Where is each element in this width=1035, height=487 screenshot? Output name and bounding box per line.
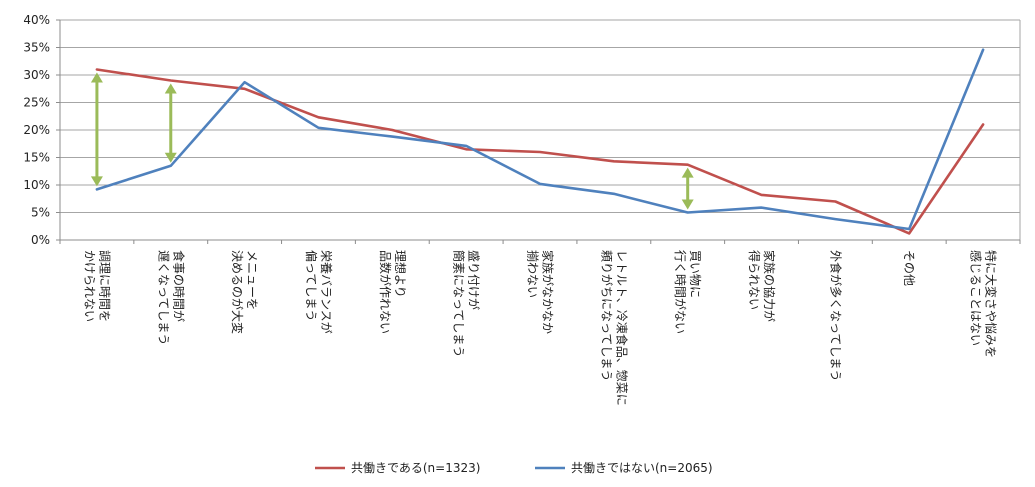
series-lines xyxy=(95,48,985,235)
x-category-label: 感じることはない xyxy=(969,250,984,346)
x-category-label: 盛り付けが xyxy=(467,250,482,310)
y-tick-label: 0% xyxy=(31,233,50,247)
x-category-label: 外食が多くなってしまう xyxy=(828,250,843,381)
x-category-label: 行く時間がない xyxy=(673,250,688,334)
x-category-label: 頼りがちになってしまう xyxy=(599,250,614,381)
y-tick-label: 25% xyxy=(23,96,50,110)
x-category-label: 遅くなってしまう xyxy=(156,250,170,345)
gap-arrow-head-down xyxy=(90,176,103,187)
x-category-label: 栄養バランスが xyxy=(319,250,334,334)
gridlines xyxy=(60,19,1021,241)
x-category-label: 特に大変さや悩みを xyxy=(984,250,999,358)
x-category-label: 揃わない xyxy=(526,250,541,298)
x-category-label: 買い物に xyxy=(688,250,702,298)
gap-arrow-head-up xyxy=(164,83,177,94)
y-tick-label: 30% xyxy=(23,68,50,82)
y-tick-label: 20% xyxy=(23,123,50,137)
gap-arrow-head-down xyxy=(164,152,177,163)
y-tick-label: 15% xyxy=(23,151,50,165)
y-tick-label: 5% xyxy=(31,206,50,220)
x-category-label: 簡素になってしまう xyxy=(452,250,467,357)
x-category-label: 得られない xyxy=(747,250,762,310)
x-category-label: 理想より xyxy=(393,250,408,298)
y-axis: 0% 5% 10% 15% 20% 25% 30% 35% 40% xyxy=(23,13,61,247)
gap-arrow-head-up xyxy=(681,167,694,178)
x-category-label: 食事の時間が xyxy=(171,250,186,322)
series-line-1 xyxy=(95,68,985,235)
x-category-label: 決めるのが大変 xyxy=(230,250,245,334)
gap-arrow-head-up xyxy=(90,72,103,83)
x-category-label: メニューを xyxy=(245,250,259,310)
x-category-label: その他 xyxy=(902,250,916,286)
legend-label-1: 共働きである(n=1323) xyxy=(351,461,480,475)
x-category-label: レトルト、冷凍食品、惣菜に xyxy=(614,250,629,406)
x-category-label: 家族の協力が xyxy=(762,250,777,322)
x-category-label: 品数が作れない xyxy=(378,250,393,334)
y-tick-label: 40% xyxy=(23,13,50,27)
legend-label-2: 共働きではない(n=2065) xyxy=(571,461,713,475)
y-tick-label: 10% xyxy=(23,178,50,192)
x-category-label: 偏ってしまう xyxy=(304,250,319,321)
series-line-2 xyxy=(95,48,985,231)
x-category-label: 家族がなかなか xyxy=(541,250,556,334)
x-category-label: かけられない xyxy=(82,250,96,322)
x-category-label: 調理に時間を xyxy=(97,250,111,322)
gap-arrow-head-down xyxy=(681,199,694,210)
gap-arrows xyxy=(90,72,694,210)
legend: 共働きである(n=1323) 共働きではない(n=2065) xyxy=(315,461,713,475)
y-tick-label: 35% xyxy=(23,41,50,55)
